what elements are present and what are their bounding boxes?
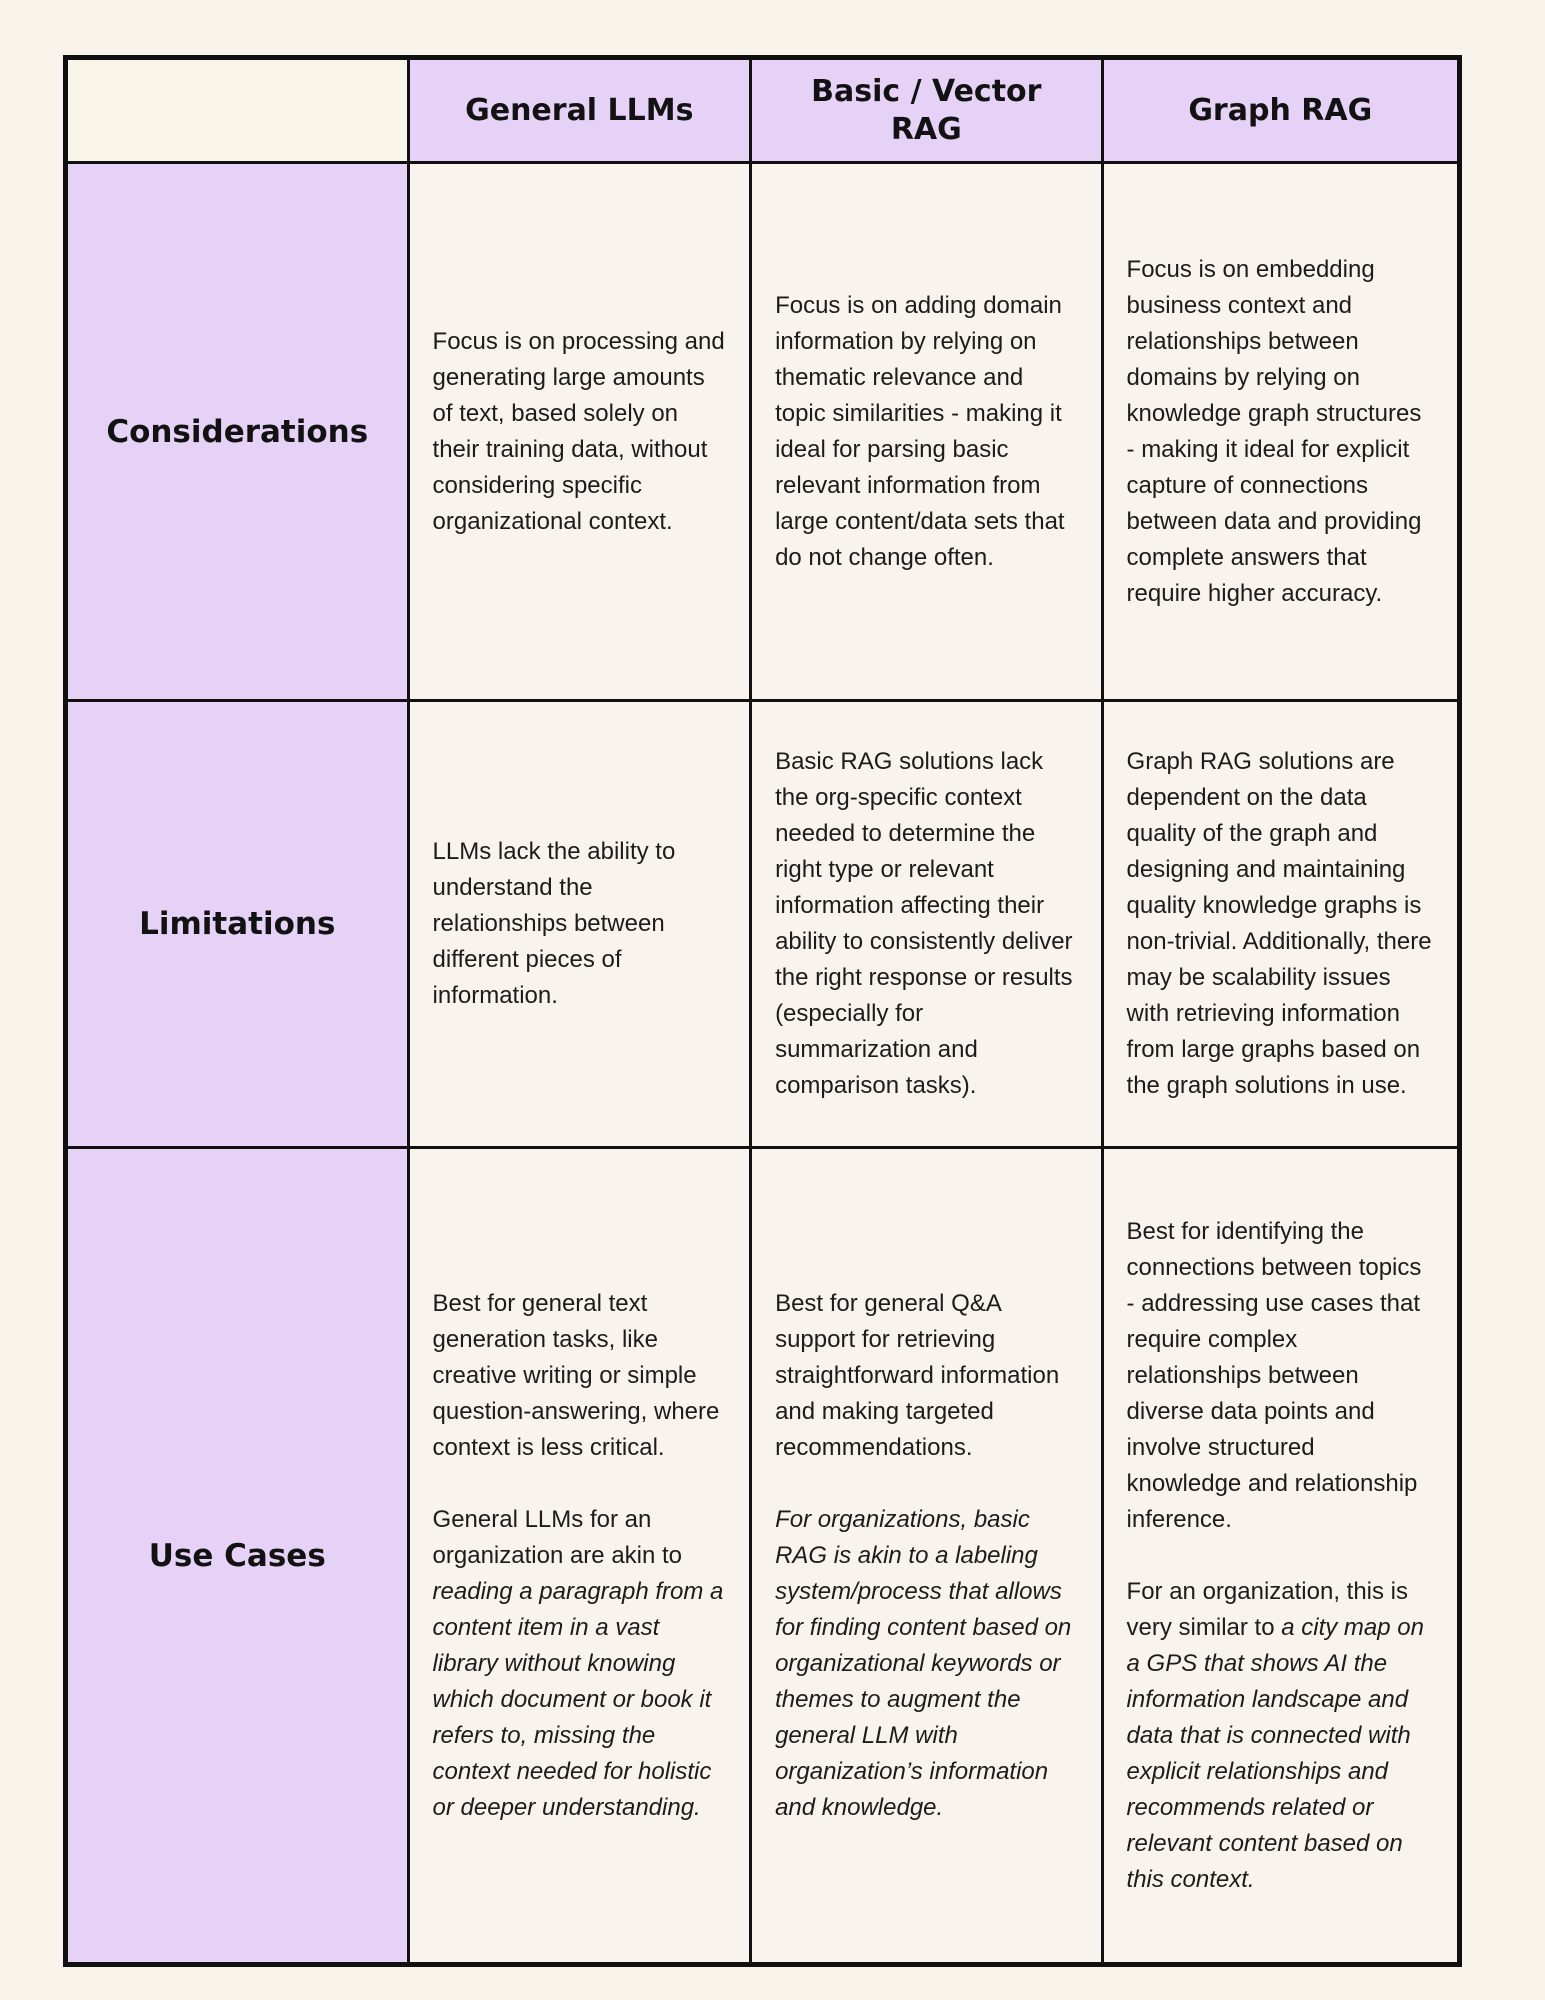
cell-paragraph: Best for identifying the connections bet… [1126, 1217, 1422, 1533]
cell-considerations-general-llms: Focus is on processing and generating la… [409, 164, 753, 702]
cell-limitations-general-llms: LLMs lack the ability to understand the … [409, 701, 753, 1150]
cell-paragraph: Basic RAG solutions lack the org-specifi… [775, 747, 1073, 1099]
column-header-general-llms: General LLMs [409, 60, 753, 165]
cell-paragraph: For organizations, basic RAG is akin to … [775, 1505, 1072, 1821]
column-header-label: Graph RAG [1188, 92, 1373, 128]
row-header-use-cases: Use Cases [68, 1149, 410, 1962]
cell-paragraph: Graph RAG solutions are dependent on the… [1126, 747, 1432, 1099]
cell-considerations-basic-vector-rag: Focus is on adding domain information by… [752, 164, 1104, 702]
cell-paragraph: Best for general text generation tasks, … [432, 1289, 720, 1461]
cell-paragraph: LLMs lack the ability to understand the … [432, 837, 676, 1009]
paragraph-italic-segment: reading a paragraph from a content item … [432, 1577, 724, 1821]
cell-paragraph: For an organization, this is very simila… [1127, 1574, 1436, 1898]
cell-paragraph: Focus is on adding domain information by… [775, 291, 1065, 571]
paragraph-italic-segment: a city map on a GPS that shows AI the in… [1126, 1613, 1424, 1893]
column-header-graph-rag: Graph RAG [1103, 60, 1457, 165]
cell-limitations-graph-rag: Graph RAG solutions are dependent on the… [1103, 701, 1457, 1150]
rag-comparison-table: General LLMs Basic / Vector RAG Graph RA… [63, 55, 1462, 1967]
row-header-label: Considerations [106, 413, 369, 450]
cell-use-cases-basic-vector-rag: Best for general Q&A support for retriev… [752, 1149, 1104, 1962]
paragraph-regular-segment: For an organization, this is very simila… [1126, 1577, 1409, 1641]
cell-use-cases-general-llms: Best for general text generation tasks, … [409, 1149, 753, 1962]
cell-paragraph: Best for general Q&A support for retriev… [775, 1289, 1060, 1461]
column-header-label: General LLMs [465, 92, 694, 128]
cell-paragraph: Focus is on embedding business context a… [1126, 255, 1422, 607]
row-header-considerations: Considerations [68, 164, 410, 702]
cell-limitations-basic-vector-rag: Basic RAG solutions lack the org-specifi… [752, 701, 1104, 1150]
row-header-label: Use Cases [148, 1537, 326, 1574]
column-header-basic-vector-rag: Basic / Vector RAG [752, 60, 1104, 165]
row-header-limitations: Limitations [68, 701, 410, 1150]
cell-use-cases-graph-rag: Best for identifying the connections bet… [1103, 1149, 1457, 1962]
corner-empty-cell [68, 60, 410, 165]
cell-paragraph: General LLMs for an organization are aki… [433, 1502, 729, 1826]
cell-paragraph: Focus is on processing and generating la… [432, 327, 725, 535]
paragraph-regular-segment: General LLMs for an organization are aki… [432, 1505, 683, 1569]
column-header-label: Basic / Vector RAG [811, 73, 1042, 147]
cell-considerations-graph-rag: Focus is on embedding business context a… [1103, 164, 1457, 702]
row-header-label: Limitations [139, 905, 336, 942]
